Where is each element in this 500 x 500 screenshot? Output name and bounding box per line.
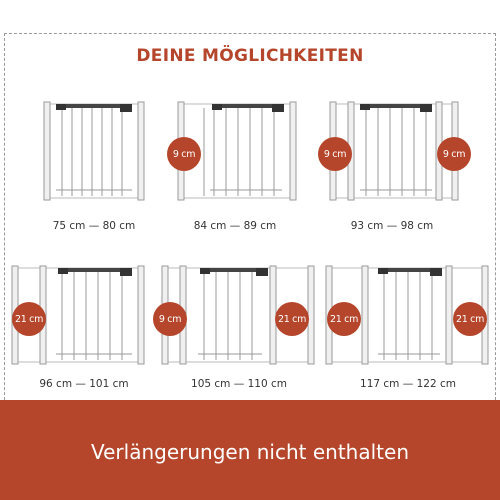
extension-badge-left: 9 cm bbox=[318, 137, 352, 171]
extension-badge-right: 21 cm bbox=[275, 302, 309, 336]
size-label: 105 cm — 110 cm bbox=[191, 378, 287, 390]
extension-badge: 9 cm bbox=[167, 137, 201, 171]
size-label: 93 cm — 98 cm bbox=[350, 220, 434, 232]
size-label: 75 cm — 80 cm bbox=[52, 220, 136, 232]
footer-text: Verlängerungen nicht enthalten bbox=[91, 440, 409, 464]
extension-badge: 21 cm bbox=[12, 302, 46, 336]
extension-badge-right: 9 cm bbox=[437, 137, 471, 171]
extension-badge-left: 21 cm bbox=[327, 302, 361, 336]
title-backdrop bbox=[126, 40, 374, 78]
size-label: 84 cm — 89 cm bbox=[193, 220, 277, 232]
size-label: 96 cm — 101 cm bbox=[39, 378, 129, 390]
size-label: 117 cm — 122 cm bbox=[360, 378, 456, 390]
extension-badge-left: 9 cm bbox=[153, 302, 187, 336]
page-title: DEINE MÖGLICHKEITEN bbox=[136, 46, 364, 66]
extension-badge-right: 21 cm bbox=[453, 302, 487, 336]
footer-banner bbox=[0, 400, 500, 500]
